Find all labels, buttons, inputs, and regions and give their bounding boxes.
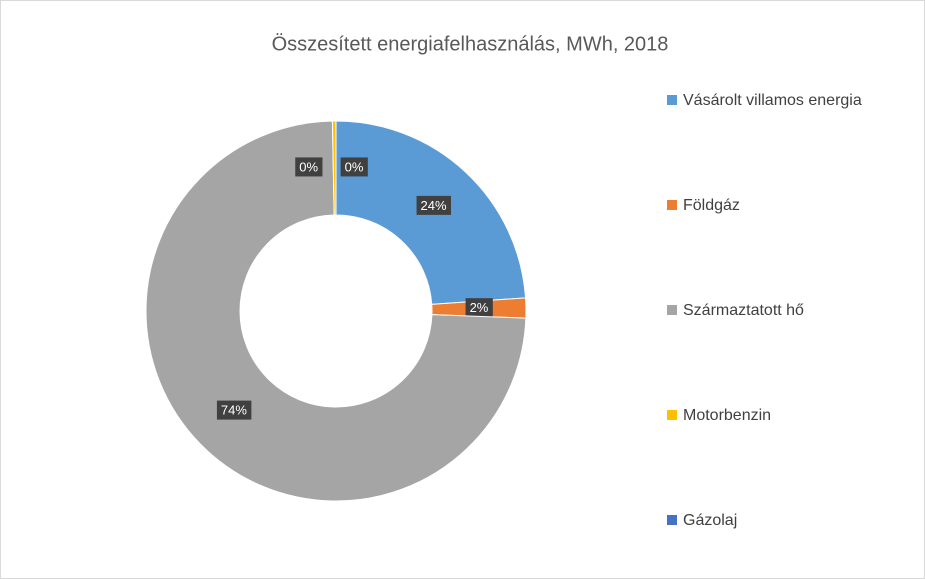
- data-label-box: [416, 195, 452, 215]
- data-label: 2%: [470, 300, 489, 315]
- data-label-box: [216, 400, 252, 420]
- data-label: 0%: [299, 159, 318, 174]
- legend-swatch: [667, 515, 677, 525]
- legend-label: Földgáz: [683, 197, 740, 214]
- legend-swatch: [667, 95, 677, 105]
- legend-label: Vásárolt villamos energia: [683, 92, 862, 109]
- chart-title: Összesített energiafelhasználás, MWh, 20…: [272, 33, 669, 55]
- legend-swatch: [667, 200, 677, 210]
- data-label-box: [340, 157, 368, 177]
- legend-label: Gázolaj: [683, 512, 737, 529]
- data-label: 0%: [345, 159, 364, 174]
- data-label-box: [295, 157, 323, 177]
- data-label-box: [465, 298, 493, 318]
- legend-swatch: [667, 410, 677, 420]
- legend-label: Motorbenzin: [683, 407, 771, 424]
- legend-swatch: [667, 305, 677, 315]
- data-label: 74%: [221, 403, 247, 418]
- data-label: 24%: [421, 198, 447, 213]
- legend-label: Származtatott hő: [683, 302, 804, 319]
